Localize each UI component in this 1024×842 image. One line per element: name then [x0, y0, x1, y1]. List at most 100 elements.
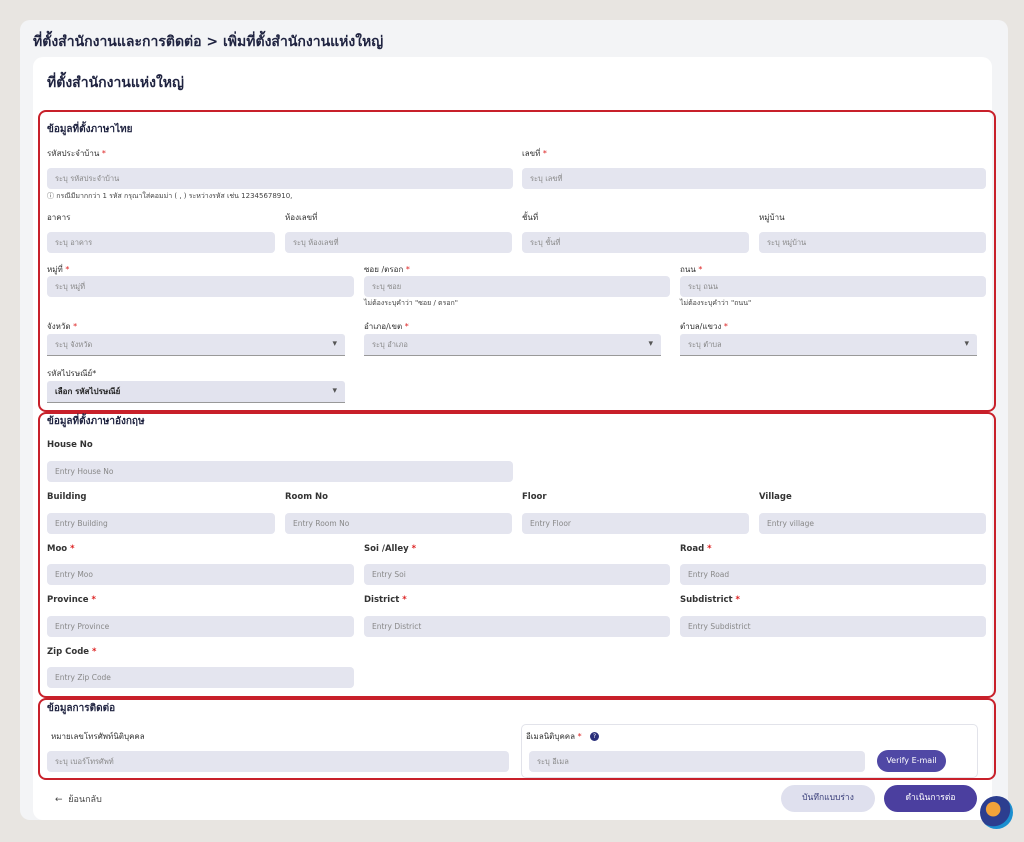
thai-building-label: อาคาร — [47, 211, 70, 224]
placeholder-text: ระบุ ซอย — [372, 282, 402, 291]
thai-subdistrict-select[interactable]: ระบุ ตำบล — [680, 334, 977, 356]
required-marker: * — [540, 149, 547, 158]
label-text: อำเภอ/เขต — [364, 322, 403, 331]
english-road-label: Road * — [680, 544, 712, 554]
thai-moo-input[interactable]: ระบุ หมู่ที่ — [47, 276, 354, 297]
thai-province-select[interactable]: ระบุ จังหวัด — [47, 334, 345, 356]
back-link[interactable]: ← ย้อนกลับ — [55, 792, 102, 806]
thai-province-label: จังหวัด * — [47, 320, 77, 333]
placeholder-text: ระบุ อีเมล — [537, 757, 569, 766]
verify-email-button[interactable]: Verify E-mail — [877, 750, 946, 772]
english-district-input[interactable]: Entry District — [364, 616, 670, 637]
label-text: Soi /Alley — [364, 544, 409, 554]
required-marker: * — [89, 647, 97, 657]
thai-district-label: อำเภอ/เขต * — [364, 320, 409, 333]
required-marker: * — [732, 595, 740, 605]
thai-house-code-input[interactable]: ระบุ รหัสประจำบ้าน — [47, 168, 513, 189]
label-text: รหัสไปรษณีย์* — [47, 369, 97, 378]
required-marker: * — [704, 544, 712, 554]
required-marker: * — [403, 265, 410, 274]
required-marker: * — [695, 265, 703, 274]
info-icon[interactable]: ? — [590, 732, 599, 741]
thai-room-input[interactable]: ระบุ ห้องเลขที่ — [285, 232, 512, 253]
label-text: เลขที่ — [522, 149, 541, 158]
required-marker: * — [575, 732, 582, 741]
placeholder-text: Entry District — [372, 622, 422, 631]
label-text: Province — [47, 595, 89, 605]
placeholder-text: ระบุ อาคาร — [55, 238, 93, 247]
english-village-input[interactable]: Entry village — [759, 513, 986, 534]
english-floor-label: Floor — [522, 492, 547, 502]
thai-house-no-input[interactable]: ระบุ เลขที่ — [522, 168, 986, 189]
label-text: รหัสประจำบ้าน — [47, 149, 100, 158]
thai-address-section — [38, 110, 996, 412]
english-building-label: Building — [47, 492, 87, 502]
email-box — [521, 724, 978, 778]
thai-house-code-hint: ⓘ กรณีมีมากกว่า 1 รหัส กรุณาใส่คอมม่า ( … — [47, 192, 293, 200]
thai-subdistrict-label: ตำบล/แขวง * — [680, 320, 728, 333]
label-text: Zip Code — [47, 647, 90, 657]
english-province-label: Province * — [47, 595, 96, 605]
thai-village-label: หมู่บ้าน — [759, 211, 785, 224]
placeholder-text: Entry village — [767, 519, 814, 528]
english-soi-input[interactable]: Entry Soi — [364, 564, 670, 585]
english-subdistrict-input[interactable]: Entry Subdistrict — [680, 616, 986, 637]
label-text: Road — [680, 544, 705, 554]
placeholder-text: ระบุ จังหวัด — [55, 340, 93, 349]
thai-room-label: ห้องเลขที่ — [285, 211, 317, 224]
thai-district-select[interactable]: ระบุ อำเภอ — [364, 334, 661, 356]
english-zip-label: Zip Code * — [47, 647, 96, 657]
placeholder-text: ระบุ ชั้นที่ — [530, 238, 561, 247]
thai-road-label: ถนน * — [680, 263, 702, 276]
label-text: District — [364, 595, 400, 605]
thai-zip-select[interactable]: เลือก รหัสไปรษณีย์ — [47, 381, 345, 403]
english-province-input[interactable]: Entry Province — [47, 616, 354, 637]
placeholder-text: Entry Soi — [372, 570, 406, 579]
breadcrumb: ที่ตั้งสำนักงานและการติดต่อ > เพิ่มที่ตั… — [33, 34, 384, 50]
placeholder-text: ระบุ ห้องเลขที่ — [293, 238, 339, 247]
label-text: จังหวัด — [47, 322, 71, 331]
placeholder-text: ระบุ หมู่บ้าน — [767, 238, 807, 247]
required-marker: * — [99, 149, 106, 158]
placeholder-text: เลือก รหัสไปรษณีย์ — [55, 387, 121, 396]
thai-section-title: ข้อมูลที่ตั้งภาษาไทย — [47, 124, 133, 135]
thai-building-input[interactable]: ระบุ อาคาร — [47, 232, 275, 253]
arrow-left-icon: ← — [55, 795, 63, 805]
chat-assistant-avatar[interactable] — [980, 796, 1013, 829]
placeholder-text: Entry Moo — [55, 570, 93, 579]
contact-phone-input[interactable]: ระบุ เบอร์โทรศัพท์ — [47, 751, 509, 772]
placeholder-text: ระบุ เบอร์โทรศัพท์ — [55, 757, 114, 766]
english-moo-input[interactable]: Entry Moo — [47, 564, 354, 585]
continue-button[interactable]: ดำเนินการต่อ — [884, 785, 977, 812]
thai-floor-label: ชั้นที่ — [522, 211, 538, 224]
english-address-section — [38, 412, 996, 698]
english-floor-input[interactable]: Entry Floor — [522, 513, 749, 534]
required-marker: * — [721, 322, 728, 331]
english-section-title: ข้อมูลที่ตั้งภาษาอังกฤษ — [47, 416, 145, 427]
label-text: ห้องเลขที่ — [285, 213, 318, 222]
label-text: หมู่ที่ — [47, 265, 63, 274]
thai-soi-input[interactable]: ระบุ ซอย — [364, 276, 670, 297]
english-building-input[interactable]: Entry Building — [47, 513, 275, 534]
english-district-label: District * — [364, 595, 407, 605]
placeholder-text: ระบุ ตำบล — [688, 340, 722, 349]
required-marker: * — [402, 322, 409, 331]
english-zip-input[interactable]: Entry Zip Code — [47, 667, 354, 688]
thai-road-input[interactable]: ระบุ ถนน — [680, 276, 986, 297]
english-room-input[interactable]: Entry Room No — [285, 513, 512, 534]
placeholder-text: Entry Room No — [293, 519, 350, 528]
save-draft-button[interactable]: บันทึกแบบร่าง — [781, 785, 875, 812]
required-marker: * — [67, 544, 75, 554]
contact-email-input[interactable]: ระบุ อีเมล — [529, 751, 865, 772]
thai-soi-label: ซอย /ตรอก * — [364, 263, 410, 276]
thai-floor-input[interactable]: ระบุ ชั้นที่ — [522, 232, 749, 253]
label-text: ชั้นที่ — [522, 213, 539, 222]
placeholder-text: ระบุ หมู่ที่ — [55, 282, 86, 291]
contact-section — [38, 698, 996, 780]
english-village-label: Village — [759, 492, 792, 502]
thai-village-input[interactable]: ระบุ หมู่บ้าน — [759, 232, 986, 253]
contact-email-label: อีเมลนิติบุคคล * — [526, 730, 582, 743]
english-road-input[interactable]: Entry Road — [680, 564, 986, 585]
english-house-no-input[interactable]: Entry House No — [47, 461, 513, 482]
required-marker: * — [408, 544, 417, 554]
